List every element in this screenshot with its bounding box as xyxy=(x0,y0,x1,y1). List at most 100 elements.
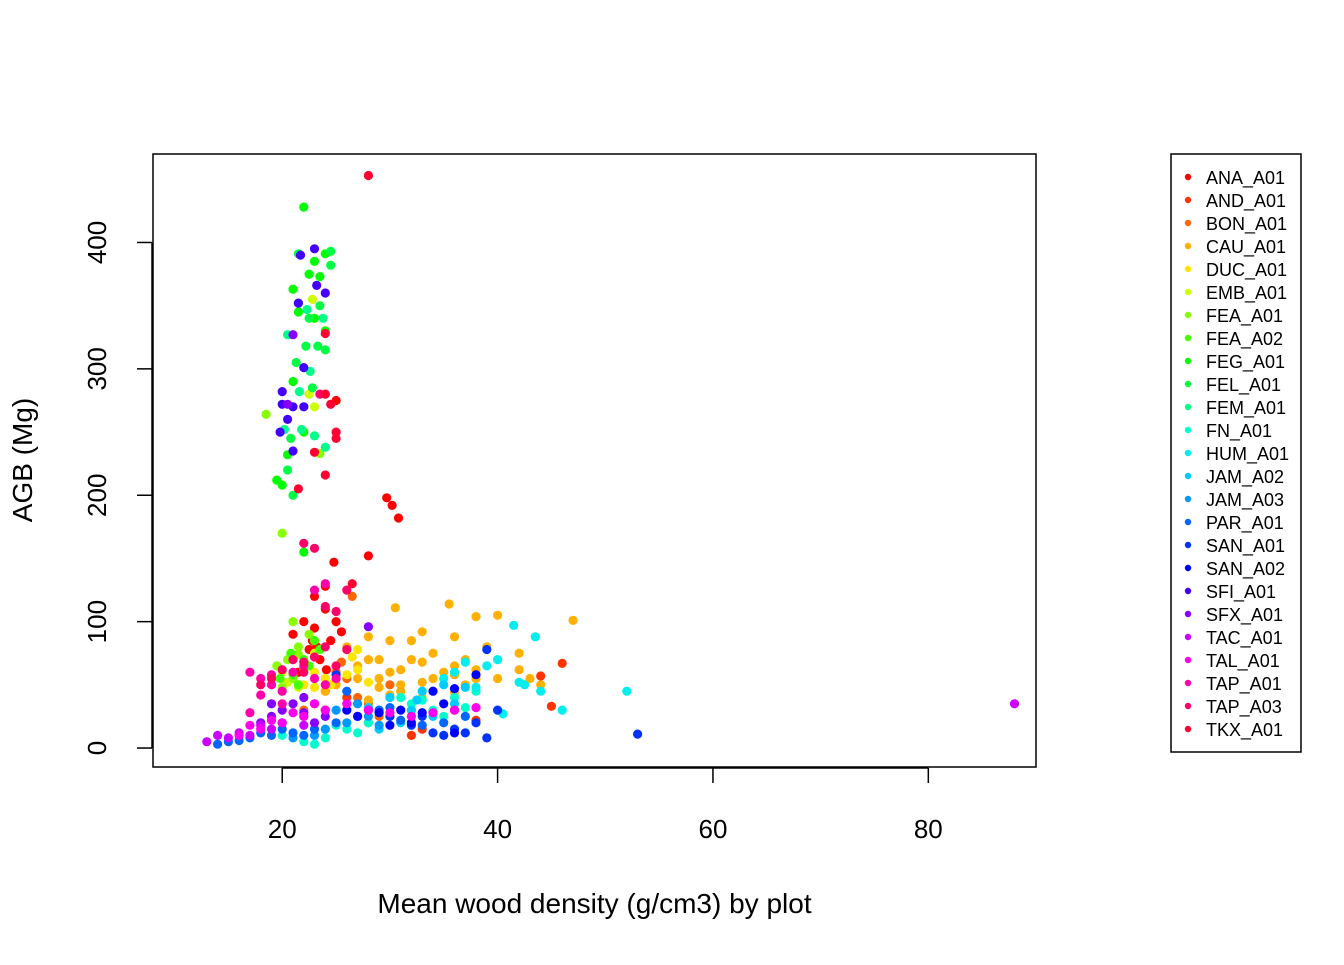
data-point xyxy=(363,705,373,715)
legend-marker xyxy=(1184,380,1192,388)
data-point xyxy=(439,699,449,709)
data-point xyxy=(374,682,384,693)
data-point xyxy=(460,657,470,667)
data-point xyxy=(449,661,460,671)
data-point xyxy=(363,677,373,687)
legend-marker xyxy=(1184,265,1192,273)
data-point xyxy=(294,387,304,397)
x-axis-label: Mean wood density (g/cm3) by plot xyxy=(377,888,811,919)
data-point xyxy=(417,677,427,687)
data-point xyxy=(536,671,546,681)
data-point xyxy=(363,655,373,665)
legend-label: TKX_A01 xyxy=(1206,720,1283,741)
data-point xyxy=(320,328,330,339)
legend-marker xyxy=(1184,725,1192,733)
data-point xyxy=(342,724,352,734)
data-point xyxy=(299,363,309,373)
data-point xyxy=(213,739,223,749)
data-point xyxy=(283,399,293,409)
data-point xyxy=(299,402,309,412)
data-point xyxy=(482,644,492,655)
data-point xyxy=(428,728,438,738)
data-point xyxy=(288,376,298,387)
data-point xyxy=(299,711,309,722)
data-point xyxy=(342,585,352,595)
data-point xyxy=(309,402,320,412)
data-point xyxy=(460,711,470,722)
data-point xyxy=(428,708,438,718)
data-point xyxy=(213,730,223,741)
data-point xyxy=(385,720,395,730)
data-point xyxy=(363,551,373,561)
data-point xyxy=(536,686,546,696)
legend-marker xyxy=(1184,518,1192,526)
data-point xyxy=(363,622,373,632)
data-point xyxy=(256,724,266,734)
data-point xyxy=(385,708,395,718)
data-point xyxy=(288,708,298,718)
legend-label: FEA_A01 xyxy=(1206,306,1283,327)
data-point xyxy=(331,433,341,443)
data-point xyxy=(514,648,524,658)
data-point xyxy=(320,389,330,399)
data-point xyxy=(428,686,438,696)
data-point xyxy=(320,442,330,452)
x-tick-label: 60 xyxy=(698,814,727,844)
data-point xyxy=(536,680,546,690)
legend-marker xyxy=(1184,311,1192,319)
data-point xyxy=(320,705,330,715)
legend: ANA_A01AND_A01BON_A01CAU_A01DUC_A01EMB_A… xyxy=(1170,153,1302,753)
data-point xyxy=(256,673,266,684)
data-point xyxy=(396,680,406,690)
data-point xyxy=(288,728,298,738)
data-point xyxy=(382,493,392,503)
legend-label: SFX_A01 xyxy=(1206,605,1283,626)
y-axis: 0 100 200 300 400 xyxy=(82,221,153,755)
legend-label: TAC_A01 xyxy=(1206,628,1283,649)
data-point xyxy=(482,733,492,743)
legend-marker xyxy=(1184,426,1192,434)
data-point xyxy=(353,644,363,655)
legend-label: FEM_A01 xyxy=(1206,398,1286,419)
data-point xyxy=(288,667,298,677)
data-point xyxy=(266,673,277,684)
data-point xyxy=(293,298,303,308)
data-point xyxy=(385,636,395,646)
data-point xyxy=(530,632,540,642)
data-point xyxy=(449,684,460,694)
data-point xyxy=(288,330,298,340)
data-point xyxy=(363,711,373,722)
data-point xyxy=(304,313,314,323)
data-point xyxy=(353,673,363,684)
data-point xyxy=(633,729,643,739)
data-point xyxy=(309,431,320,441)
legend-marker xyxy=(1184,196,1192,204)
data-point xyxy=(293,484,303,494)
data-point xyxy=(396,705,406,715)
data-point xyxy=(363,695,373,705)
data-point xyxy=(309,739,320,749)
data-point xyxy=(363,718,373,728)
legend-marker xyxy=(1184,357,1192,365)
data-point xyxy=(277,718,287,728)
data-point xyxy=(297,424,307,435)
data-point xyxy=(320,686,330,696)
x-axis: 20 40 60 80 xyxy=(268,767,943,844)
data-point xyxy=(309,724,320,734)
data-point xyxy=(299,730,309,741)
legend-marker xyxy=(1184,242,1192,250)
data-point xyxy=(406,655,416,665)
legend-marker xyxy=(1184,587,1192,595)
legend-label: FEL_A01 xyxy=(1206,375,1281,396)
data-point xyxy=(275,427,285,437)
data-point xyxy=(299,547,309,557)
data-point xyxy=(557,658,567,669)
data-point xyxy=(309,667,320,677)
data-point xyxy=(309,673,320,684)
data-point xyxy=(514,665,524,675)
data-point xyxy=(245,667,255,677)
data-point xyxy=(299,667,309,677)
data-point xyxy=(321,665,331,675)
data-point xyxy=(299,538,309,548)
data-point xyxy=(299,737,309,747)
